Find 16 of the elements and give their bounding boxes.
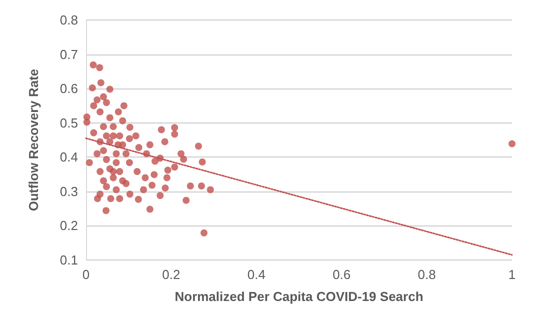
x-tick-label: 0.2 [162, 267, 180, 282]
y-tick-label: 0.2 [60, 218, 78, 234]
y-axis-title: Outflow Recovery Rate [26, 68, 41, 212]
x-tick-label: 0.4 [247, 267, 266, 282]
y-tick-label: 0.6 [60, 81, 78, 96]
y-tick-label: 0.3 [60, 184, 78, 199]
x-tick-label: 1 [508, 267, 516, 282]
x-tick-label: 0.8 [418, 267, 436, 282]
y-tick-label: 0.4 [60, 150, 78, 165]
x-axis-title: Normalized Per Capita COVID-19 Search [174, 289, 424, 304]
y-tick-label: 0.5 [60, 115, 78, 130]
y-tick-label: 0.1 [60, 252, 78, 268]
y-tick-label: 0.7 [60, 46, 78, 62]
x-tick-label: 0.6 [332, 267, 351, 282]
y-tick-label: 0.8 [60, 12, 78, 28]
x-tick-label: 0 [82, 267, 90, 282]
